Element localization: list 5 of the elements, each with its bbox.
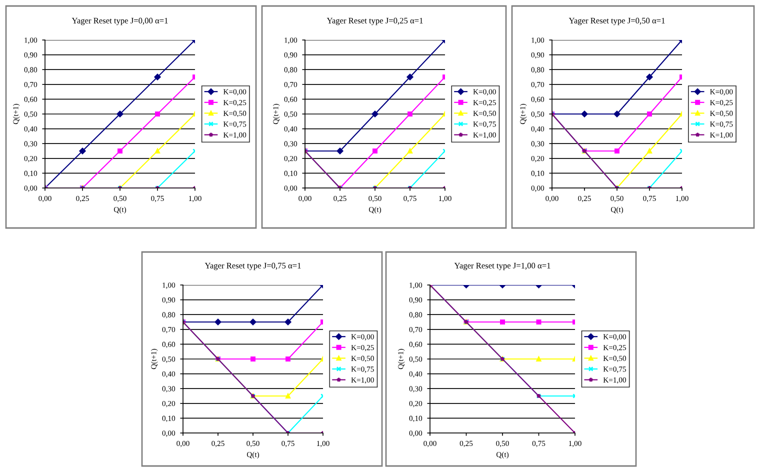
chart-title: Yager Reset type J=0,00 α=1 <box>72 18 168 26</box>
chart-title: Yager Reset type J=0,25 α=1 <box>326 18 423 26</box>
chart-title: Yager Reset type J=0,50 α=1 <box>568 18 665 26</box>
chart-title: Yager Reset type J=0,75 α=1 <box>204 262 301 270</box>
chart-title: Yager Reset type J=1,00 α=1 <box>454 262 550 270</box>
